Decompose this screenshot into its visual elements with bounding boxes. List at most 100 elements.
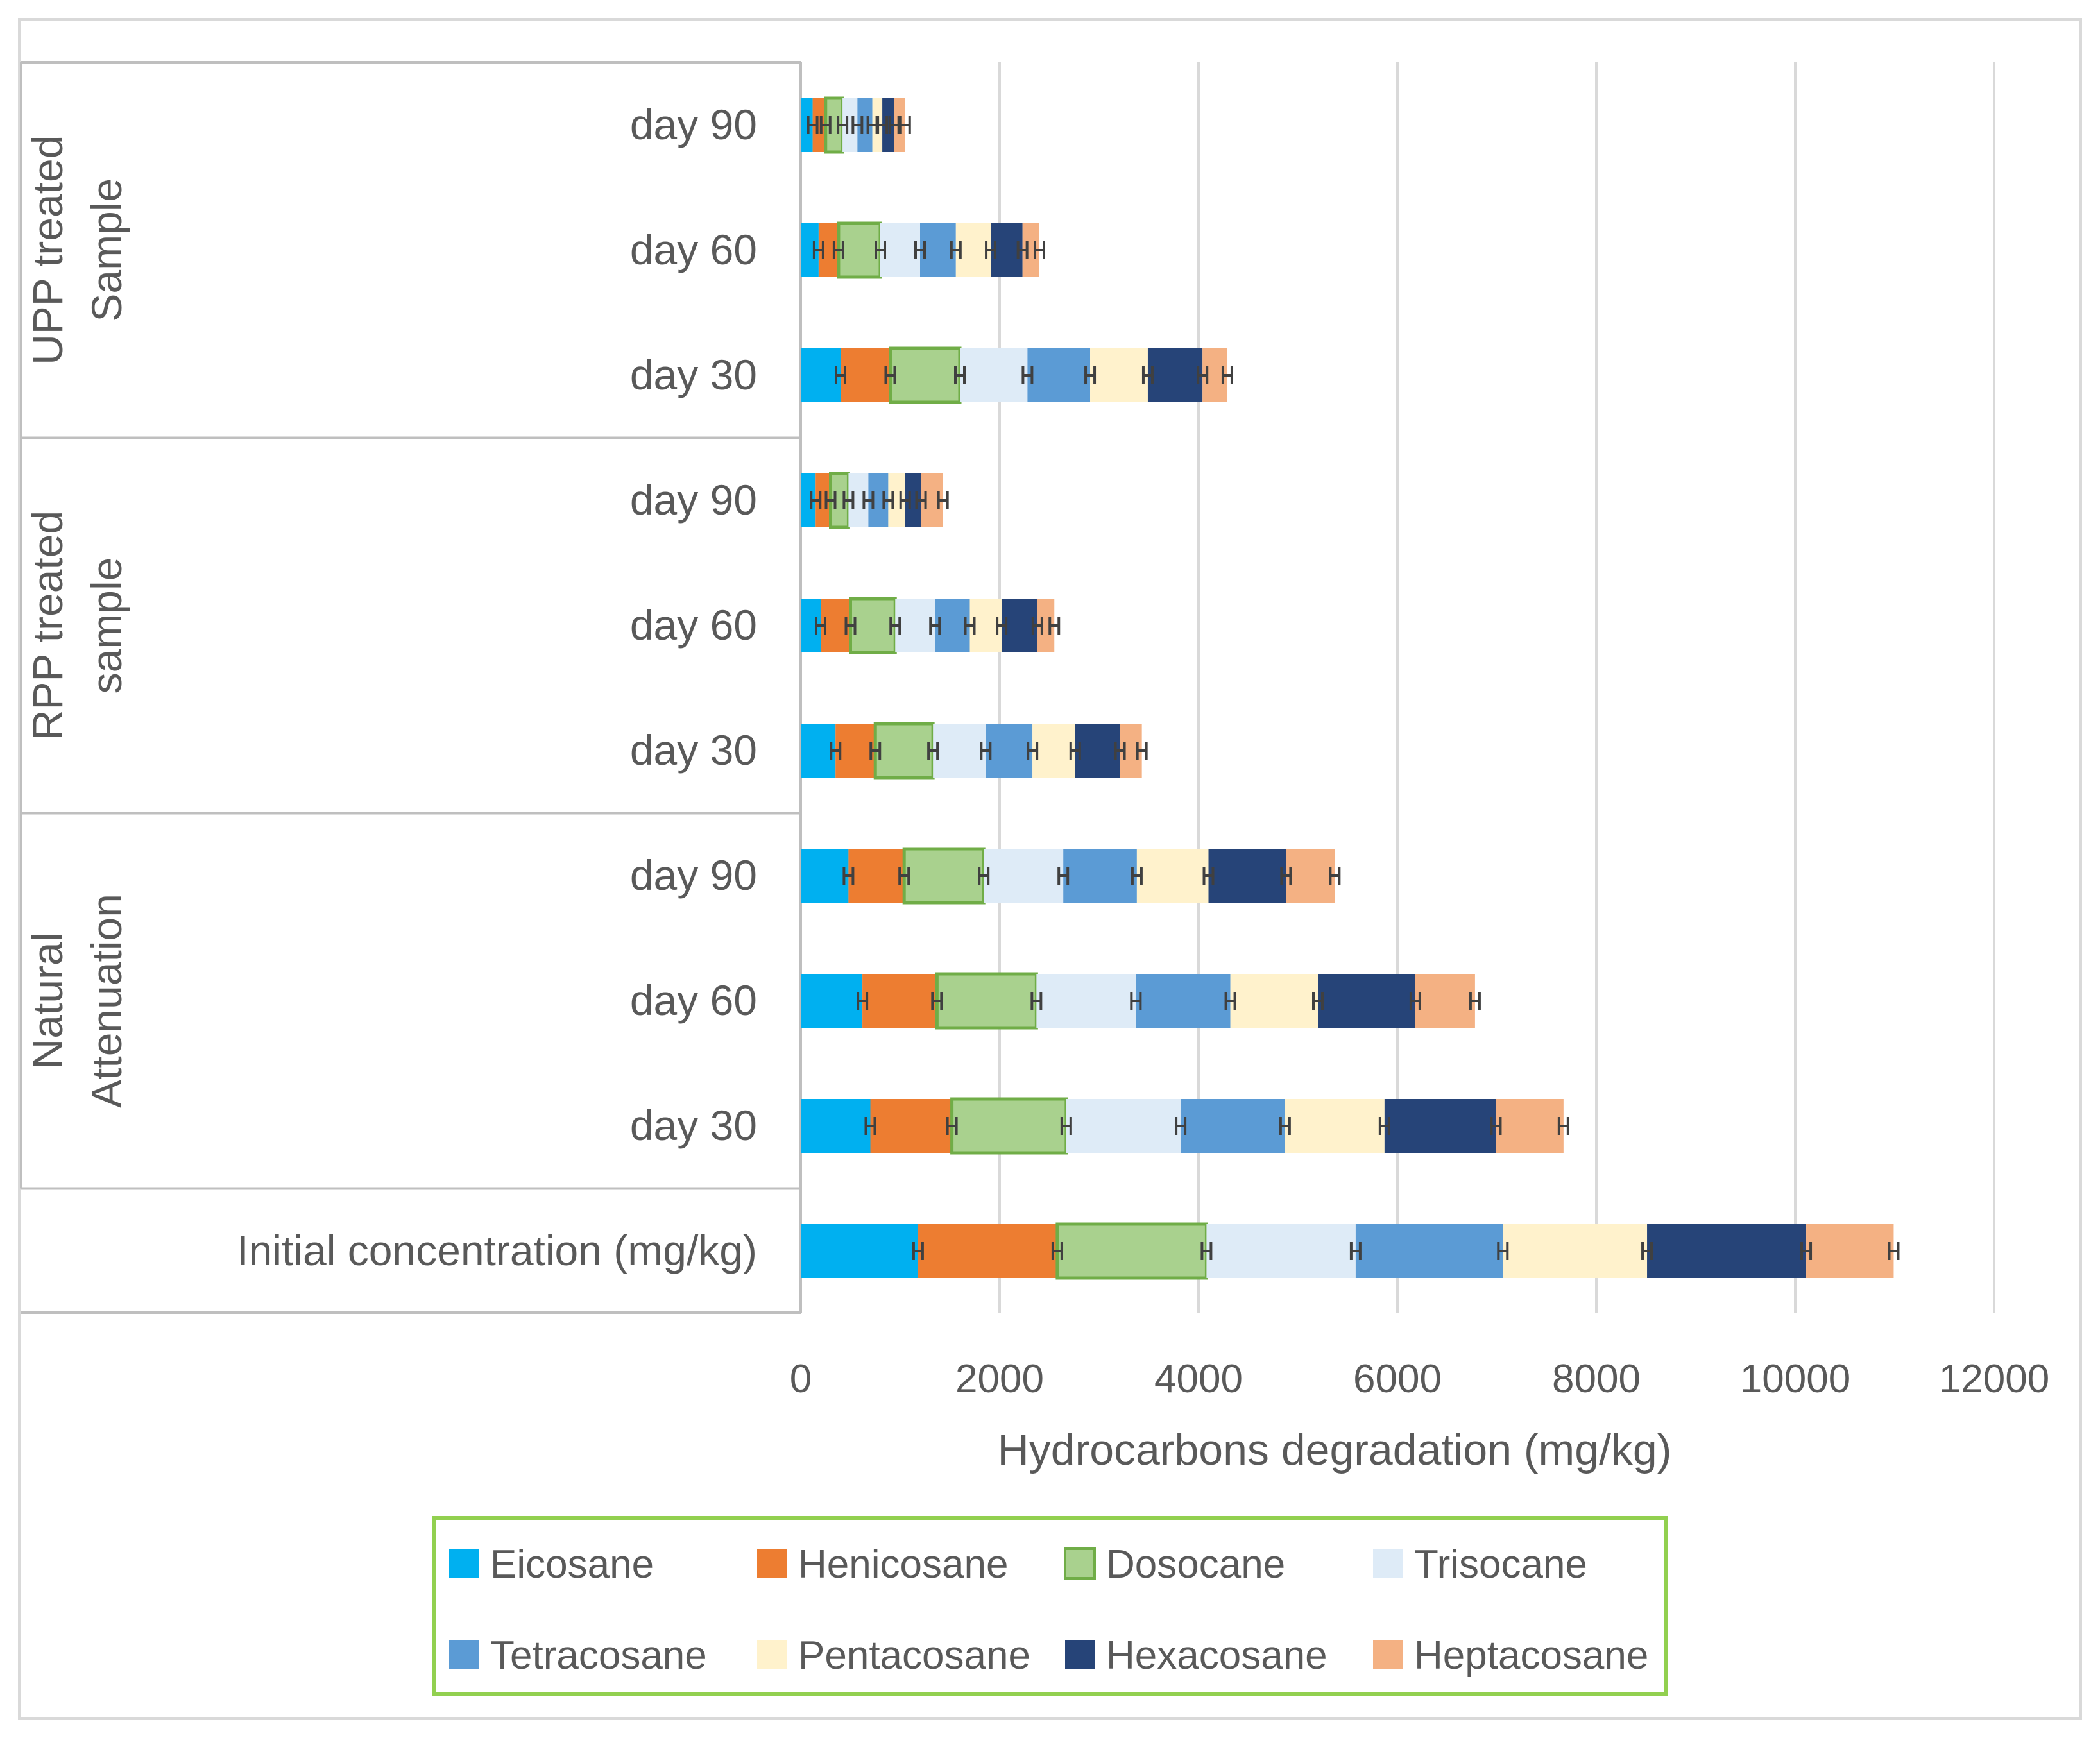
bar-segment [955, 223, 991, 277]
legend-label: Heptacosane [1414, 1633, 1648, 1678]
bar-segment [1136, 849, 1209, 903]
category-label: day 30 [630, 726, 757, 774]
bar-segment [1136, 974, 1231, 1028]
bar-segment [1286, 849, 1335, 903]
category-label: day 90 [630, 476, 757, 524]
bar-segment [1055, 1222, 1208, 1280]
legend-label: Eicosane [490, 1542, 654, 1587]
bar-segment [801, 348, 841, 402]
legend-swatch [757, 1640, 787, 1669]
bar-segment [918, 1224, 1057, 1278]
category-label: day 90 [630, 101, 757, 148]
bar-segment [801, 849, 849, 903]
bar-segment [1002, 599, 1037, 652]
bar-segment [841, 348, 891, 402]
bar-segment [984, 849, 1064, 903]
bar-segment [1090, 348, 1148, 402]
legend-swatch [1065, 1640, 1095, 1669]
bar-segment [862, 974, 937, 1028]
category-label: day 30 [630, 1102, 757, 1149]
bar-segment [801, 98, 813, 152]
bar-segment [902, 847, 986, 905]
bar-segment [1181, 1099, 1285, 1153]
bar-segment [933, 724, 986, 778]
x-tick-label: 10000 [1740, 1357, 1850, 1401]
bar-segment [950, 1097, 1068, 1155]
group-label: Natural Attenuation [24, 894, 130, 1108]
bar-segment [1503, 1224, 1648, 1278]
bar-segment [882, 98, 894, 152]
category-label: Initial concentration (mg/kg) [237, 1227, 757, 1274]
bar-segment [986, 724, 1033, 778]
x-axis-title: Hydrocarbons degradation (mg/kg) [998, 1426, 1672, 1474]
bar-segment [849, 597, 897, 654]
bar-segment [801, 724, 836, 778]
bar-segment [1147, 348, 1203, 402]
legend-swatch [757, 1549, 787, 1578]
bar-segment [848, 849, 905, 903]
bar-segment [835, 724, 876, 778]
legend-swatch [1373, 1549, 1403, 1578]
bar-segment [1063, 849, 1137, 903]
bar-segment [935, 972, 1038, 1030]
legend-swatch [449, 1549, 479, 1578]
legend-box [432, 1516, 1668, 1696]
x-tick-label: 4000 [1154, 1357, 1243, 1401]
bar-segment [1384, 1099, 1496, 1153]
bar-segment [1032, 724, 1075, 778]
legend-swatch [1064, 1547, 1096, 1580]
bar-segment [801, 974, 863, 1028]
bar-segment [1230, 974, 1318, 1028]
bar-segment [935, 599, 970, 652]
legend-label: Hexacosane [1106, 1633, 1327, 1678]
x-tick-label: 0 [790, 1357, 812, 1401]
bar-segment [870, 1099, 952, 1153]
bar-segment [1415, 974, 1475, 1028]
bar-segment [1206, 1224, 1356, 1278]
bar-segment [1066, 1099, 1181, 1153]
x-tick-labels: 0 2000 4000 6000 8000 10000 12000 [790, 1357, 2049, 1401]
bar-segment [1647, 1224, 1807, 1278]
bar-segment [920, 223, 956, 277]
x-tick-label: 2000 [955, 1357, 1044, 1401]
legend-label: Pentacosane [798, 1633, 1030, 1678]
x-tick-label: 12000 [1939, 1357, 2049, 1401]
category-label: day 90 [630, 851, 757, 899]
legend-label: Trisocane [1414, 1542, 1587, 1587]
bar-segment [837, 221, 882, 279]
bar-segment [880, 223, 920, 277]
category-label: day 60 [630, 601, 757, 649]
group-label: UPP treated Sample [24, 135, 130, 365]
error-bars [807, 116, 1900, 1260]
legend-swatch [449, 1640, 479, 1669]
bar-segment [1806, 1224, 1894, 1278]
bar-segment [801, 1099, 871, 1153]
bar-segment [895, 599, 935, 652]
x-tick-label: 8000 [1552, 1357, 1641, 1401]
legend-label: Dosocane [1106, 1542, 1285, 1587]
bar-segment [842, 98, 858, 152]
bar-segment [960, 348, 1028, 402]
bar-segment [1036, 974, 1136, 1028]
bar-segment [812, 98, 826, 152]
bar-segment [1318, 974, 1415, 1028]
bar-segment [801, 473, 816, 527]
bar-segment [815, 473, 831, 527]
bar-segment [1496, 1099, 1564, 1153]
category-label: day 60 [630, 226, 757, 273]
legend-swatch [1373, 1640, 1403, 1669]
bar-segment [1027, 348, 1091, 402]
group-label: RPP treated sample [24, 511, 130, 740]
bar-segment [1355, 1224, 1503, 1278]
category-label: day 60 [630, 976, 757, 1024]
bar-segment [857, 98, 873, 152]
bar-segment [1208, 849, 1286, 903]
legend-label: Henicosane [798, 1542, 1008, 1587]
legend: Eicosane Henicosane Dosocane Trisocane Tetra… [449, 1542, 1648, 1678]
category-label: day 30 [630, 351, 757, 398]
x-tick-label: 6000 [1353, 1357, 1442, 1401]
legend-label: Tetracosane [490, 1633, 707, 1678]
bar-segment [889, 346, 962, 404]
bar-segment [873, 722, 935, 780]
